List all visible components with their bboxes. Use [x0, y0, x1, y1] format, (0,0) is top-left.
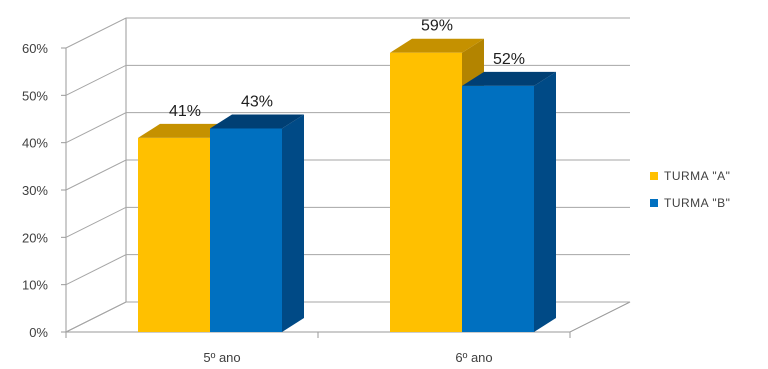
legend-label: TURMA "B": [664, 196, 730, 210]
x-category-label: 5º ano: [203, 350, 240, 365]
data-label: 52%: [493, 51, 525, 68]
legend-swatch: [650, 172, 658, 180]
x-category-label: 6º ano: [455, 350, 492, 365]
legend-entry: TURMA "A": [650, 169, 730, 183]
bar-top: [462, 71, 556, 86]
bar: 43%: [210, 93, 304, 332]
bar-front: [138, 137, 210, 332]
y-tick-label: 60%: [22, 41, 48, 56]
data-label: 43%: [241, 93, 273, 110]
data-label: 59%: [421, 18, 453, 35]
bar-top: [210, 114, 304, 129]
y-tick-label: 50%: [22, 88, 48, 103]
bar: 52%: [462, 51, 556, 332]
legend-swatch: [650, 199, 658, 207]
y-tick-label: 30%: [22, 183, 48, 198]
legend: TURMA "A" TURMA "B": [650, 169, 730, 210]
y-tick-label: 0%: [29, 325, 48, 340]
x-axis-categories: 5º ano 6º ano: [203, 350, 492, 365]
y-axis-ticks: 0% 10% 20% 30% 40% 50% 60%: [22, 41, 48, 340]
bars: 41% 43% 59% 52%: [138, 18, 556, 332]
y-tick-label: 10%: [22, 278, 48, 293]
legend-label: TURMA "A": [664, 169, 730, 183]
bar-top: [390, 38, 484, 53]
data-label: 41%: [169, 103, 201, 120]
y-tick-label: 20%: [22, 230, 48, 245]
bar-side: [534, 71, 556, 332]
bar-front: [210, 128, 282, 332]
y-tick-label: 40%: [22, 136, 48, 151]
bar-side: [282, 114, 304, 332]
bar-front: [390, 52, 462, 332]
bar-front: [462, 85, 534, 332]
legend-entry: TURMA "B": [650, 196, 730, 210]
gridline-60: [65, 17, 630, 49]
bar-top: [138, 123, 232, 138]
